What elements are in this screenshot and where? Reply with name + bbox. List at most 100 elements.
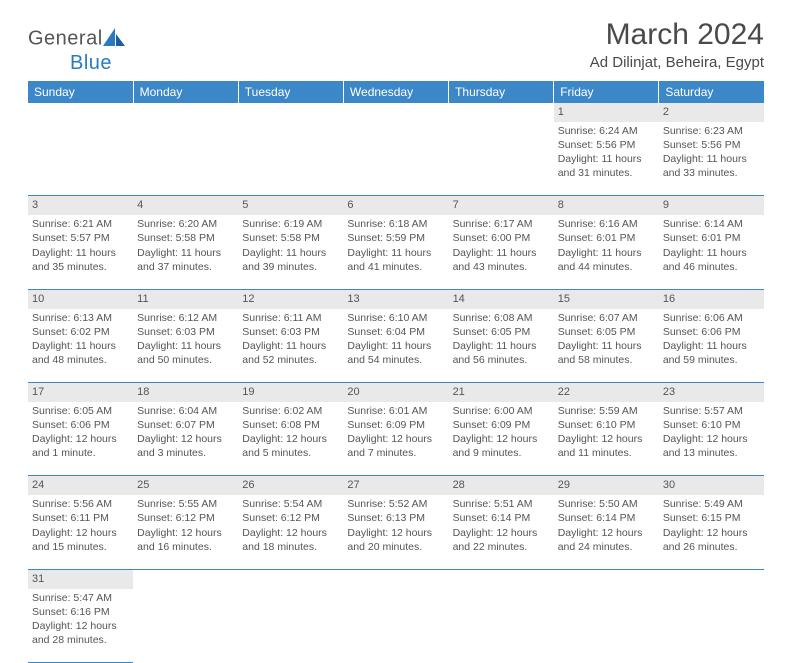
day-header: Friday [554, 81, 659, 103]
day-cell: Sunrise: 6:11 AM Sunset: 6:03 PM Dayligh… [238, 309, 343, 383]
day-number: 17 [28, 383, 133, 402]
day-details: Sunrise: 5:49 AM Sunset: 6:15 PM Dayligh… [663, 497, 760, 554]
day-details: Sunrise: 6:16 AM Sunset: 6:01 PM Dayligh… [558, 217, 655, 274]
day-number [554, 569, 659, 588]
week-row: Sunrise: 5:47 AM Sunset: 6:16 PM Dayligh… [28, 589, 764, 663]
day-cell [343, 589, 448, 663]
day-details: Sunrise: 6:02 AM Sunset: 6:08 PM Dayligh… [242, 404, 339, 461]
day-cell: Sunrise: 6:00 AM Sunset: 6:09 PM Dayligh… [449, 402, 554, 476]
day-cell: Sunrise: 6:14 AM Sunset: 6:01 PM Dayligh… [659, 215, 764, 289]
location: Ad Dilinjat, Beheira, Egypt [590, 54, 764, 71]
day-number: 9 [659, 196, 764, 215]
day-number-row: 31 [28, 569, 764, 588]
day-details: Sunrise: 6:24 AM Sunset: 5:56 PM Dayligh… [558, 124, 655, 181]
day-number [659, 569, 764, 588]
day-details: Sunrise: 6:20 AM Sunset: 5:58 PM Dayligh… [137, 217, 234, 274]
day-number-row: 17181920212223 [28, 383, 764, 402]
day-details: Sunrise: 6:14 AM Sunset: 6:01 PM Dayligh… [663, 217, 760, 274]
day-details: Sunrise: 6:11 AM Sunset: 6:03 PM Dayligh… [242, 311, 339, 368]
day-cell: Sunrise: 6:06 AM Sunset: 6:06 PM Dayligh… [659, 309, 764, 383]
day-cell: Sunrise: 5:47 AM Sunset: 6:16 PM Dayligh… [28, 589, 133, 663]
day-cell [238, 589, 343, 663]
day-number: 13 [343, 289, 448, 308]
day-number: 14 [449, 289, 554, 308]
day-header-row: Sunday Monday Tuesday Wednesday Thursday… [28, 81, 764, 103]
day-cell: Sunrise: 6:18 AM Sunset: 5:59 PM Dayligh… [343, 215, 448, 289]
day-number: 3 [28, 196, 133, 215]
day-cell: Sunrise: 5:51 AM Sunset: 6:14 PM Dayligh… [449, 495, 554, 569]
day-cell: Sunrise: 6:19 AM Sunset: 5:58 PM Dayligh… [238, 215, 343, 289]
day-details: Sunrise: 6:00 AM Sunset: 6:09 PM Dayligh… [453, 404, 550, 461]
day-header: Monday [133, 81, 238, 103]
day-number-row: 3456789 [28, 196, 764, 215]
calendar-table: Sunday Monday Tuesday Wednesday Thursday… [28, 81, 764, 663]
day-number [449, 569, 554, 588]
day-number: 28 [449, 476, 554, 495]
day-details: Sunrise: 6:08 AM Sunset: 6:05 PM Dayligh… [453, 311, 550, 368]
day-header: Saturday [659, 81, 764, 103]
day-cell [449, 122, 554, 196]
day-header: Wednesday [343, 81, 448, 103]
day-details: Sunrise: 5:57 AM Sunset: 6:10 PM Dayligh… [663, 404, 760, 461]
day-cell: Sunrise: 6:24 AM Sunset: 5:56 PM Dayligh… [554, 122, 659, 196]
day-cell: Sunrise: 5:55 AM Sunset: 6:12 PM Dayligh… [133, 495, 238, 569]
week-row: Sunrise: 6:13 AM Sunset: 6:02 PM Dayligh… [28, 309, 764, 383]
day-number-row: 24252627282930 [28, 476, 764, 495]
day-number: 4 [133, 196, 238, 215]
week-row: Sunrise: 5:56 AM Sunset: 6:11 PM Dayligh… [28, 495, 764, 569]
day-cell: Sunrise: 6:23 AM Sunset: 5:56 PM Dayligh… [659, 122, 764, 196]
day-details: Sunrise: 6:10 AM Sunset: 6:04 PM Dayligh… [347, 311, 444, 368]
day-cell: Sunrise: 6:08 AM Sunset: 6:05 PM Dayligh… [449, 309, 554, 383]
day-number: 15 [554, 289, 659, 308]
day-cell: Sunrise: 6:10 AM Sunset: 6:04 PM Dayligh… [343, 309, 448, 383]
day-number: 6 [343, 196, 448, 215]
day-cell: Sunrise: 6:17 AM Sunset: 6:00 PM Dayligh… [449, 215, 554, 289]
day-number: 22 [554, 383, 659, 402]
day-number: 24 [28, 476, 133, 495]
day-cell: Sunrise: 5:57 AM Sunset: 6:10 PM Dayligh… [659, 402, 764, 476]
day-cell [659, 589, 764, 663]
day-details: Sunrise: 6:23 AM Sunset: 5:56 PM Dayligh… [663, 124, 760, 181]
day-number: 10 [28, 289, 133, 308]
day-cell: Sunrise: 6:16 AM Sunset: 6:01 PM Dayligh… [554, 215, 659, 289]
day-cell: Sunrise: 5:50 AM Sunset: 6:14 PM Dayligh… [554, 495, 659, 569]
day-cell: Sunrise: 6:04 AM Sunset: 6:07 PM Dayligh… [133, 402, 238, 476]
day-number-row: 10111213141516 [28, 289, 764, 308]
brand-name-a: General [28, 27, 103, 49]
day-details: Sunrise: 6:06 AM Sunset: 6:06 PM Dayligh… [663, 311, 760, 368]
day-number [238, 103, 343, 122]
day-cell [133, 589, 238, 663]
day-cell [449, 589, 554, 663]
day-details: Sunrise: 6:21 AM Sunset: 5:57 PM Dayligh… [32, 217, 129, 274]
day-number [343, 103, 448, 122]
day-number: 5 [238, 196, 343, 215]
day-details: Sunrise: 6:07 AM Sunset: 6:05 PM Dayligh… [558, 311, 655, 368]
day-number: 29 [554, 476, 659, 495]
day-cell [343, 122, 448, 196]
day-header: Tuesday [238, 81, 343, 103]
day-cell: Sunrise: 5:59 AM Sunset: 6:10 PM Dayligh… [554, 402, 659, 476]
day-details: Sunrise: 6:05 AM Sunset: 6:06 PM Dayligh… [32, 404, 129, 461]
day-number: 23 [659, 383, 764, 402]
week-row: Sunrise: 6:05 AM Sunset: 6:06 PM Dayligh… [28, 402, 764, 476]
day-number: 31 [28, 569, 133, 588]
day-number: 1 [554, 103, 659, 122]
day-details: Sunrise: 5:50 AM Sunset: 6:14 PM Dayligh… [558, 497, 655, 554]
day-number: 30 [659, 476, 764, 495]
day-number [449, 103, 554, 122]
day-cell: Sunrise: 6:07 AM Sunset: 6:05 PM Dayligh… [554, 309, 659, 383]
day-cell: Sunrise: 5:49 AM Sunset: 6:15 PM Dayligh… [659, 495, 764, 569]
logo-sail-icon [101, 26, 127, 48]
day-details: Sunrise: 6:19 AM Sunset: 5:58 PM Dayligh… [242, 217, 339, 274]
day-details: Sunrise: 6:12 AM Sunset: 6:03 PM Dayligh… [137, 311, 234, 368]
day-details: Sunrise: 5:56 AM Sunset: 6:11 PM Dayligh… [32, 497, 129, 554]
day-number: 2 [659, 103, 764, 122]
day-number: 27 [343, 476, 448, 495]
month-title: March 2024 [590, 18, 764, 52]
day-cell: Sunrise: 6:02 AM Sunset: 6:08 PM Dayligh… [238, 402, 343, 476]
brand-name-b: Blue [70, 52, 112, 74]
day-cell: Sunrise: 6:21 AM Sunset: 5:57 PM Dayligh… [28, 215, 133, 289]
day-details: Sunrise: 5:59 AM Sunset: 6:10 PM Dayligh… [558, 404, 655, 461]
title-block: March 2024 Ad Dilinjat, Beheira, Egypt [590, 18, 764, 71]
day-header: Sunday [28, 81, 133, 103]
